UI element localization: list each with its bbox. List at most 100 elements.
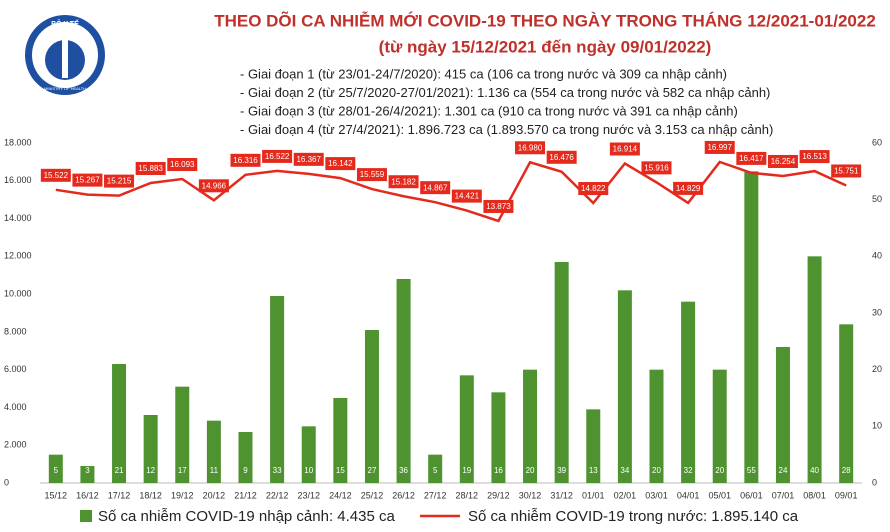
y-tick-label: 18.000 xyxy=(4,137,32,147)
line-label: 16.093 xyxy=(170,160,195,169)
line-label: 16.513 xyxy=(802,152,827,161)
bar xyxy=(491,392,506,483)
bar xyxy=(48,454,63,483)
label-box xyxy=(799,150,830,164)
bar-label: 40 xyxy=(810,466,819,475)
x-tick-label: 07/01 xyxy=(772,490,795,500)
x-tick-label: 30/12 xyxy=(519,490,542,500)
bar xyxy=(80,466,95,483)
x-tick-label: 02/01 xyxy=(614,490,637,500)
bar-label: 20 xyxy=(526,466,535,475)
label-box xyxy=(167,158,198,172)
line-label: 15.182 xyxy=(391,177,416,186)
label-box xyxy=(578,182,609,196)
annotation: - Giai đoạn 3 (từ 28/01-26/4/2021): 1.30… xyxy=(240,103,738,118)
label-box xyxy=(609,142,640,156)
x-tick-label: 16/12 xyxy=(76,490,99,500)
bar xyxy=(459,375,474,483)
line-label: 16.476 xyxy=(549,153,574,162)
x-tick-label: 22/12 xyxy=(266,490,289,500)
bar-label: 13 xyxy=(589,466,598,475)
line-label: 16.417 xyxy=(739,154,764,163)
bar-label: 16 xyxy=(494,466,503,475)
line-label: 13.873 xyxy=(486,202,511,211)
label-box xyxy=(388,175,419,189)
y-tick-label: 8.000 xyxy=(4,326,27,336)
bar xyxy=(270,296,285,483)
label-box xyxy=(641,161,672,175)
y-tick-label: 4.000 xyxy=(4,402,27,412)
label-box xyxy=(72,173,103,187)
bar-label: 21 xyxy=(115,466,124,475)
label-box xyxy=(673,181,704,195)
label-box xyxy=(736,151,767,165)
y2-tick-label: 20 xyxy=(872,364,882,374)
label-box xyxy=(40,168,71,182)
bar xyxy=(143,415,158,483)
x-tick-label: 28/12 xyxy=(456,490,479,500)
x-tick-label: 31/12 xyxy=(550,490,573,500)
line-label: 16.316 xyxy=(233,156,258,165)
y2-tick-label: 30 xyxy=(872,307,882,317)
bar-label: 28 xyxy=(842,466,851,475)
y2-tick-label: 60 xyxy=(872,137,882,147)
bar xyxy=(649,369,664,483)
label-box xyxy=(198,179,229,193)
bar xyxy=(175,386,190,483)
x-tick-label: 01/01 xyxy=(582,490,605,500)
bar-label: 15 xyxy=(336,466,345,475)
label-box xyxy=(356,168,387,182)
bar-label: 39 xyxy=(557,466,566,475)
annotation: - Giai đoạn 1 (từ 23/01-24/7/2020): 415 … xyxy=(240,66,727,81)
line-label: 16.254 xyxy=(771,157,796,166)
logo: BỘ Y TẾ MINISTRY OF HEALTH xyxy=(25,15,105,95)
x-tick-label: 27/12 xyxy=(424,490,447,500)
y2-tick-label: 0 xyxy=(872,477,877,487)
bar xyxy=(396,279,411,483)
line-label: 15.916 xyxy=(644,163,669,172)
line-label: 15.883 xyxy=(138,164,163,173)
line-label: 14.966 xyxy=(202,181,227,190)
x-tick-label: 15/12 xyxy=(45,490,68,500)
line-label: 15.522 xyxy=(44,171,69,180)
annotation: - Giai đoạn 2 (từ 25/7/2020-27/01/2021):… xyxy=(240,85,770,100)
x-tick-label: 21/12 xyxy=(234,490,257,500)
bar xyxy=(744,171,759,484)
y-tick-label: 12.000 xyxy=(4,251,32,261)
line-label: 16.142 xyxy=(328,159,353,168)
bar xyxy=(238,432,253,483)
x-tick-label: 08/01 xyxy=(803,490,826,500)
line-label: 16.997 xyxy=(707,143,732,152)
line-label: 15.751 xyxy=(834,167,859,176)
label-box xyxy=(546,150,577,164)
bar-label: 11 xyxy=(210,466,219,475)
label-box xyxy=(420,181,451,195)
x-tick-label: 25/12 xyxy=(361,490,384,500)
logo-text: BỘ Y TẾ xyxy=(51,18,79,28)
line-label: 15.267 xyxy=(75,176,100,185)
x-tick-label: 18/12 xyxy=(139,490,162,500)
y2-tick-label: 40 xyxy=(872,251,882,261)
y-tick-label: 2.000 xyxy=(4,440,27,450)
bar xyxy=(112,364,127,483)
x-tick-label: 09/01 xyxy=(835,490,858,500)
y2-tick-label: 10 xyxy=(872,421,882,431)
bar xyxy=(807,256,822,483)
line-label: 14.421 xyxy=(455,192,480,201)
x-tick-label: 29/12 xyxy=(487,490,510,500)
bar-label: 9 xyxy=(243,466,248,475)
x-tick-label: 24/12 xyxy=(329,490,352,500)
label-box xyxy=(230,153,261,167)
label-box xyxy=(262,149,293,163)
line-label: 15.559 xyxy=(360,170,385,179)
label-box xyxy=(325,157,356,171)
label-box xyxy=(483,199,514,213)
label-box xyxy=(135,161,166,175)
legend-label: Số ca nhiễm COVID-19 nhập cảnh: 4.435 ca xyxy=(98,508,396,525)
bar xyxy=(554,262,569,483)
line-label: 16.914 xyxy=(613,145,638,154)
bar xyxy=(301,426,316,483)
y-tick-label: 0 xyxy=(4,477,9,487)
bar xyxy=(681,301,696,483)
